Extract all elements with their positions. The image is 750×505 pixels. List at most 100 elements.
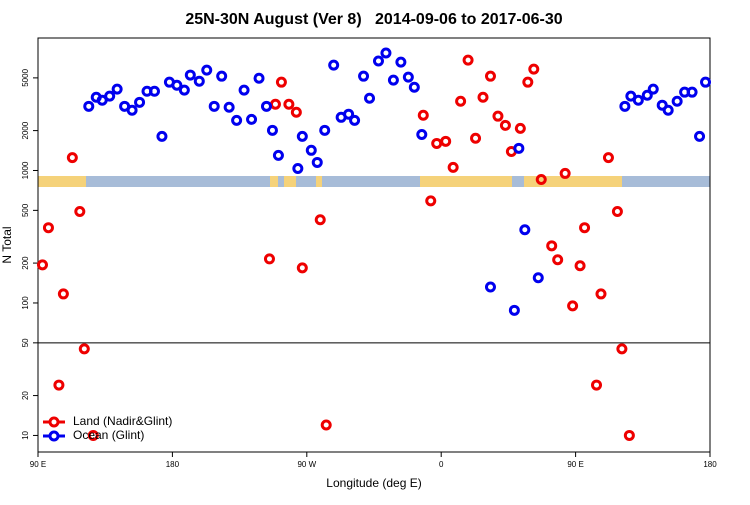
land-ocean-strip bbox=[38, 176, 710, 187]
point bbox=[402, 71, 414, 83]
point bbox=[111, 83, 123, 95]
x-tick-label: 180 bbox=[166, 460, 180, 469]
point bbox=[559, 167, 571, 179]
point bbox=[552, 254, 564, 266]
point bbox=[263, 253, 275, 265]
ocean-strip bbox=[38, 176, 710, 187]
point bbox=[283, 98, 295, 110]
y-tick-label: 200 bbox=[21, 256, 30, 270]
point bbox=[156, 130, 168, 142]
y-tick-label: 20 bbox=[21, 391, 30, 400]
point bbox=[514, 122, 526, 134]
point bbox=[484, 281, 496, 293]
x-tick-label: 90 W bbox=[297, 460, 316, 469]
y-tick-label: 100 bbox=[21, 296, 30, 310]
point bbox=[619, 100, 631, 112]
point bbox=[246, 113, 258, 125]
point bbox=[647, 83, 659, 95]
y-tick-label: 500 bbox=[21, 203, 30, 217]
point bbox=[372, 55, 384, 67]
point bbox=[440, 135, 452, 147]
point bbox=[579, 222, 591, 234]
y-tick-label: 10 bbox=[21, 430, 30, 439]
point bbox=[574, 260, 586, 272]
land-strip bbox=[38, 176, 86, 187]
point bbox=[528, 63, 540, 75]
point bbox=[148, 85, 160, 97]
point bbox=[484, 70, 496, 82]
point bbox=[193, 75, 205, 87]
point bbox=[513, 142, 525, 154]
point bbox=[305, 144, 317, 156]
point bbox=[311, 156, 323, 168]
point bbox=[641, 89, 653, 101]
land-strip bbox=[316, 176, 322, 187]
point bbox=[447, 161, 459, 173]
point bbox=[455, 95, 467, 107]
point bbox=[74, 206, 86, 218]
point bbox=[42, 222, 54, 234]
plot-frame bbox=[37, 37, 711, 453]
legend-marker bbox=[48, 430, 60, 442]
point bbox=[296, 130, 308, 142]
point bbox=[470, 132, 482, 144]
point bbox=[253, 72, 265, 84]
point bbox=[591, 379, 603, 391]
y-tick-label: 1000 bbox=[21, 161, 30, 179]
point bbox=[522, 76, 534, 88]
y-tick-label: 5000 bbox=[21, 68, 30, 86]
y-tick-label: 2000 bbox=[21, 121, 30, 139]
point bbox=[83, 100, 95, 112]
x-tick-label: 0 bbox=[439, 460, 444, 469]
point bbox=[519, 224, 531, 236]
point bbox=[595, 288, 607, 300]
point bbox=[231, 114, 243, 126]
legend-label: Ocean (Glint) bbox=[73, 428, 144, 442]
point bbox=[343, 108, 355, 120]
point bbox=[66, 152, 78, 164]
point bbox=[387, 74, 399, 86]
point bbox=[686, 86, 698, 98]
point bbox=[417, 109, 429, 121]
chart-title: 25N-30N August (Ver 8) 2014-09-06 to 201… bbox=[185, 11, 562, 28]
legend-label: Land (Nadir&Glint) bbox=[73, 414, 172, 428]
point bbox=[602, 152, 614, 164]
point bbox=[611, 206, 623, 218]
point bbox=[408, 81, 420, 93]
point bbox=[272, 149, 284, 161]
point bbox=[499, 119, 511, 131]
point bbox=[320, 419, 332, 431]
point bbox=[532, 272, 544, 284]
x-axis-label: Longitude (deg E) bbox=[326, 476, 421, 490]
point bbox=[700, 76, 712, 88]
point bbox=[296, 262, 308, 274]
point bbox=[632, 94, 644, 106]
land-strip bbox=[270, 176, 278, 187]
point bbox=[671, 95, 683, 107]
point bbox=[87, 429, 99, 441]
point bbox=[290, 106, 302, 118]
point bbox=[36, 259, 48, 271]
point bbox=[616, 343, 628, 355]
point bbox=[104, 90, 116, 102]
point bbox=[425, 195, 437, 207]
point bbox=[57, 288, 69, 300]
point bbox=[462, 54, 474, 66]
land-strip bbox=[284, 176, 296, 187]
point bbox=[492, 110, 504, 122]
point bbox=[171, 79, 183, 91]
land-strip bbox=[420, 176, 512, 187]
point bbox=[292, 163, 304, 175]
point bbox=[395, 56, 407, 68]
point bbox=[216, 70, 228, 82]
point bbox=[134, 96, 146, 108]
land-strip bbox=[524, 176, 622, 187]
point bbox=[567, 300, 579, 312]
point bbox=[662, 104, 674, 116]
point bbox=[380, 47, 392, 59]
legend-marker bbox=[48, 416, 60, 428]
point bbox=[53, 379, 65, 391]
point bbox=[238, 84, 250, 96]
